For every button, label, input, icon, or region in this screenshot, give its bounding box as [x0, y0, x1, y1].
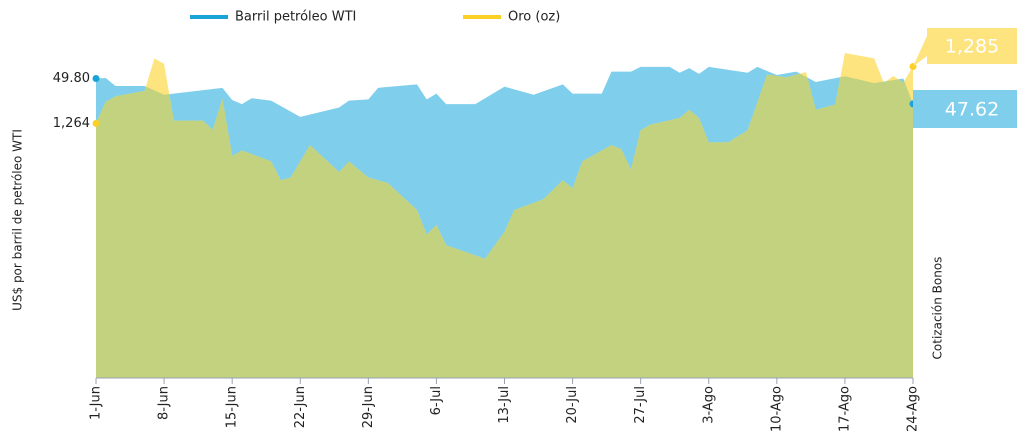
x-tick-label: 8-Jun: [157, 386, 172, 420]
y2-tick-label: 1,264: [53, 116, 90, 131]
y-axis-title: US$ por barril de petróleo WTI: [11, 129, 25, 311]
y2-axis-title: Cotización Bonos: [931, 257, 945, 360]
x-tick-label: 15-Jun: [225, 386, 240, 428]
legend-label: Barril petróleo WTI: [235, 10, 356, 25]
x-tick-label: 20-Jul: [565, 386, 580, 424]
callout-label: 1,285: [945, 36, 999, 58]
x-tick-label: 10-Ago: [769, 386, 784, 432]
y-tick-label: 49.80: [53, 71, 90, 86]
callout-box: [913, 90, 1017, 128]
callout-label: 47.62: [945, 99, 999, 121]
callout-box: [927, 28, 1017, 64]
x-tick-label: 22-Jun: [293, 386, 308, 428]
x-tick-label: 24-Ago: [906, 386, 921, 432]
overlap-area: [96, 66, 913, 378]
x-tick-label: 29-Jun: [361, 386, 376, 428]
x-tick-label: 3-Ago: [701, 386, 716, 424]
point: [92, 75, 100, 83]
x-tick-label: 6-Jul: [429, 386, 444, 415]
x-tick-label: 1-Jun: [89, 386, 104, 420]
x-tick-label: 13-Jul: [497, 386, 512, 424]
legend-label: Oro (oz): [508, 10, 560, 25]
callout-pointer: [913, 36, 927, 67]
x-tick-label: 17-Ago: [837, 386, 852, 432]
point: [92, 119, 100, 127]
x-tick-label: 27-Jul: [633, 386, 648, 424]
